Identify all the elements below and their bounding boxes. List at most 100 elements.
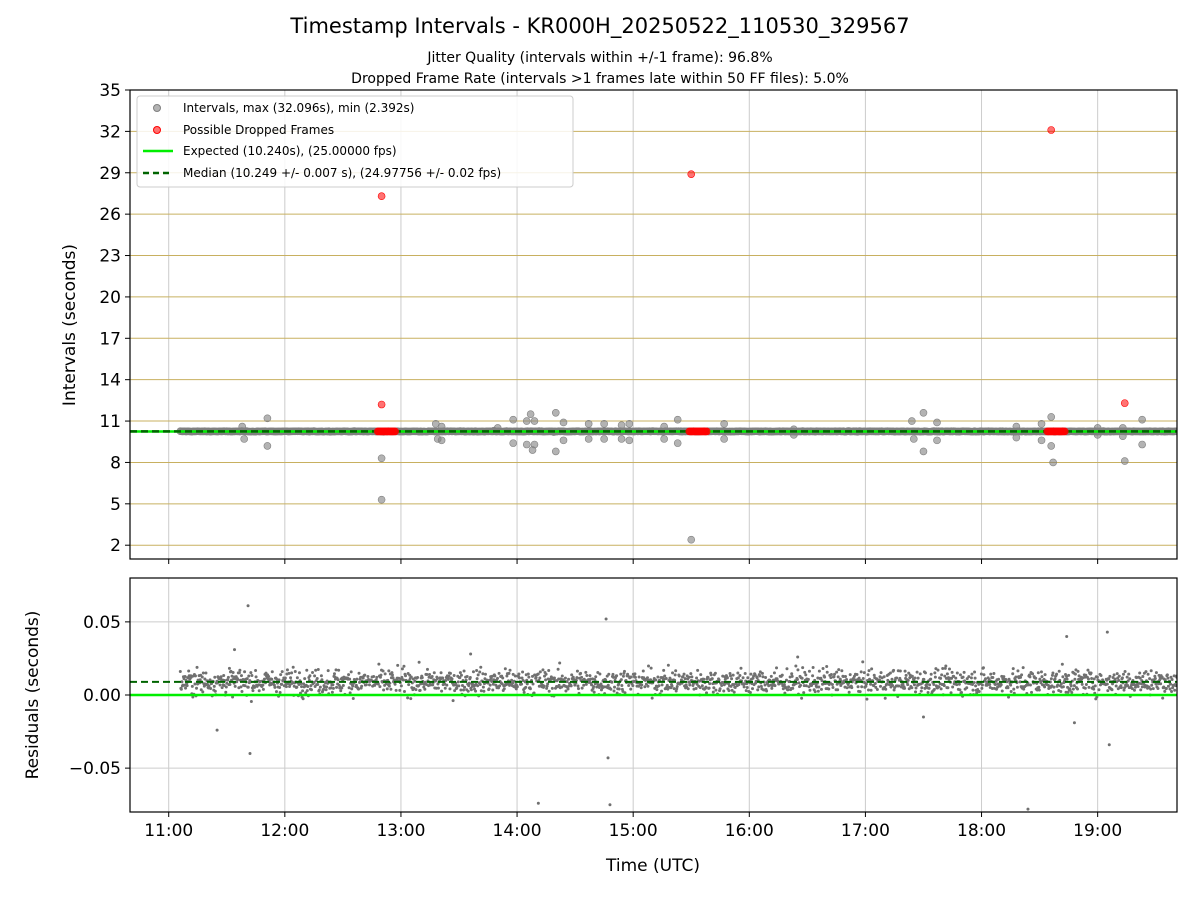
residual-point <box>309 688 313 692</box>
residual-point <box>785 667 789 671</box>
residual-point <box>435 677 439 681</box>
residual-point <box>1127 672 1131 676</box>
residual-point <box>781 687 785 691</box>
residual-point <box>563 676 567 680</box>
residual-point <box>545 684 549 688</box>
residual-point <box>850 686 854 690</box>
residual-point <box>984 677 988 681</box>
residual-point <box>304 691 308 695</box>
residual-point <box>183 675 187 679</box>
residual-point <box>471 670 475 674</box>
residual-point <box>469 688 473 692</box>
interval-point <box>551 447 560 456</box>
residual-point <box>193 674 197 678</box>
residual-point <box>761 675 765 679</box>
residual-point <box>982 673 986 677</box>
residual-point <box>596 670 600 674</box>
residual-point <box>330 690 334 694</box>
residual-point <box>348 691 352 695</box>
residual-point <box>848 673 852 677</box>
residual-point <box>1139 688 1143 692</box>
residual-point <box>1076 669 1080 673</box>
residual-point <box>951 685 955 689</box>
residual-point <box>954 676 958 680</box>
top-y-axis-label: Intervals (seconds) <box>60 244 80 406</box>
residual-point <box>736 676 740 680</box>
residual-point <box>280 670 284 674</box>
residual-point <box>520 676 524 680</box>
residual-point <box>1174 684 1177 688</box>
residual-point <box>621 674 625 678</box>
residual-point <box>637 684 641 688</box>
interval-point <box>559 436 568 445</box>
residual-point <box>946 686 950 690</box>
residual-point <box>643 685 647 689</box>
interval-point <box>1012 422 1021 431</box>
residual-point <box>674 669 678 673</box>
residual-point <box>366 675 370 679</box>
residual-point <box>1111 676 1115 680</box>
residual-point <box>1150 683 1154 687</box>
residual-point <box>945 672 949 676</box>
residual-point <box>546 682 550 686</box>
residual-point <box>511 672 515 676</box>
residual-point <box>440 689 444 693</box>
dropped-frame-point <box>702 427 711 436</box>
residual-point <box>1072 684 1076 688</box>
residual-point <box>872 673 876 677</box>
interval-point <box>1119 432 1127 441</box>
residual-point <box>914 690 918 694</box>
residual-point <box>668 677 672 681</box>
residual-point <box>856 685 860 689</box>
residual-point <box>460 683 464 687</box>
residual-point <box>481 685 485 689</box>
residual-point <box>1038 677 1042 681</box>
residual-point <box>606 683 610 687</box>
residual-point <box>1059 690 1063 694</box>
residual-point <box>374 678 378 682</box>
residual-point <box>1084 682 1088 686</box>
residual-point <box>1121 672 1125 676</box>
residual-point <box>997 677 1001 681</box>
residual-point <box>409 675 413 679</box>
residual-point <box>399 684 403 688</box>
residual-point <box>610 680 614 684</box>
residual-point <box>857 676 861 680</box>
residual-point <box>332 672 336 676</box>
residual-point <box>859 670 863 674</box>
residual-point <box>829 676 833 680</box>
residual-point <box>901 682 905 686</box>
residual-point <box>786 688 790 692</box>
top-y-tick-label: 32 <box>99 122 121 142</box>
residual-point <box>765 689 769 693</box>
residual-point <box>195 665 199 669</box>
residual-point <box>508 668 512 672</box>
residual-point <box>971 688 975 692</box>
residual-point <box>753 673 757 677</box>
residual-point <box>666 663 670 667</box>
residual-point <box>1120 676 1124 680</box>
residual-point <box>598 672 602 676</box>
residual-point <box>178 669 182 673</box>
residual-point <box>526 672 530 676</box>
residual-point <box>301 697 305 701</box>
residual-point <box>547 689 551 693</box>
residual-point <box>1022 687 1026 691</box>
residual-point <box>575 676 579 680</box>
interval-point <box>530 417 539 425</box>
residual-point <box>662 668 666 672</box>
residual-point <box>417 660 421 664</box>
residual-point <box>970 682 974 686</box>
residual-point <box>882 675 886 679</box>
residual-point <box>844 675 848 679</box>
residual-point <box>469 652 473 656</box>
residual-point <box>337 668 341 672</box>
residual-point <box>538 670 542 674</box>
residual-point <box>331 686 335 690</box>
residual-point <box>794 664 798 668</box>
residual-point <box>576 684 580 688</box>
residual-point <box>875 688 879 692</box>
residual-point <box>420 676 424 680</box>
residual-point <box>527 675 531 679</box>
interval-point <box>660 422 668 431</box>
